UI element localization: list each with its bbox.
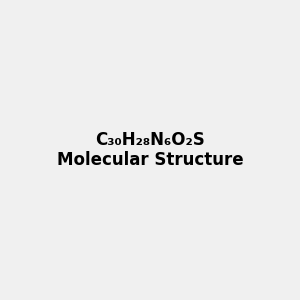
Text: C₃₀H₂₈N₆O₂S
Molecular Structure: C₃₀H₂₈N₆O₂S Molecular Structure — [57, 130, 243, 170]
